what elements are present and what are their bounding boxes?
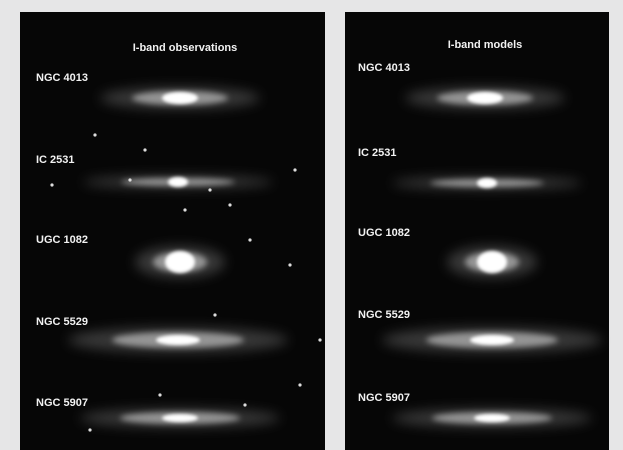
panel-title: I-band observations	[133, 42, 238, 54]
star	[143, 148, 146, 151]
star	[298, 383, 301, 386]
galaxy	[100, 87, 260, 109]
panel-title: I-band models	[448, 39, 523, 51]
galaxy	[382, 327, 602, 353]
star	[213, 313, 216, 316]
galaxy-label: NGC 5907	[36, 397, 88, 409]
star	[93, 133, 96, 136]
galaxy	[392, 177, 582, 190]
star	[88, 428, 91, 431]
star	[208, 188, 211, 191]
galaxy	[83, 176, 273, 189]
galaxy-label: NGC 5907	[358, 392, 410, 404]
galaxy-label: NGC 4013	[36, 72, 88, 84]
star	[183, 208, 186, 211]
galaxy-label: IC 2531	[36, 154, 75, 166]
galaxy-label: NGC 5529	[358, 309, 410, 321]
star	[228, 203, 231, 206]
star	[50, 183, 53, 186]
star	[158, 393, 161, 396]
galaxy	[80, 408, 280, 427]
galaxy	[447, 246, 537, 278]
star	[128, 178, 131, 181]
figure: I-band observations NGC 4013 IC 2531 UGC 10…	[0, 0, 623, 450]
galaxy-label: IC 2531	[358, 147, 397, 159]
star	[243, 403, 246, 406]
star	[293, 168, 296, 171]
galaxy	[405, 87, 565, 109]
galaxy	[68, 327, 288, 353]
star	[288, 263, 291, 266]
galaxy-label: NGC 4013	[358, 62, 410, 74]
galaxy	[135, 246, 225, 278]
galaxy-label: UGC 1082	[358, 227, 410, 239]
galaxy-label: UGC 1082	[36, 234, 88, 246]
star	[318, 338, 321, 341]
galaxy-label: NGC 5529	[36, 316, 88, 328]
galaxy	[392, 408, 592, 427]
star	[248, 238, 251, 241]
